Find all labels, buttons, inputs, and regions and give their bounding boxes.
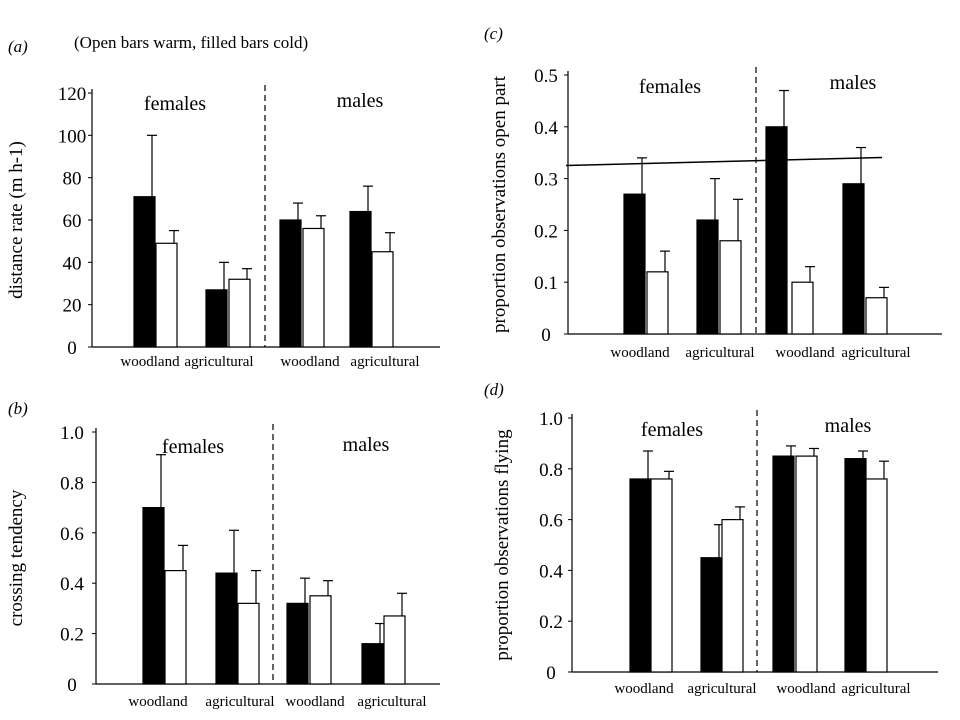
bar-filled bbox=[361, 643, 384, 685]
category-label: agricultural bbox=[350, 354, 419, 370]
chart-panel-c: (c) proportion observations open part 0 0.1… bbox=[484, 24, 942, 361]
reference-line bbox=[565, 156, 883, 167]
chart-panel-d: (d) proportion observations flying 0 0.2 0.4… bbox=[484, 380, 938, 697]
bar-filled bbox=[844, 458, 867, 673]
bar-filled bbox=[286, 602, 309, 685]
y-axis-label: proportion observations open part bbox=[489, 75, 510, 333]
bar-filled bbox=[142, 507, 165, 685]
bar-open bbox=[237, 602, 260, 685]
bar-filled bbox=[772, 455, 795, 673]
bar-open bbox=[719, 240, 742, 335]
bar-open bbox=[309, 595, 332, 685]
bar-open bbox=[383, 615, 406, 685]
y-tick-label: 0 bbox=[67, 338, 77, 359]
category-label: woodland bbox=[285, 694, 345, 710]
y-tick-label: 0.8 bbox=[539, 460, 563, 481]
group-label: males bbox=[825, 415, 872, 437]
y-tick-label: 40 bbox=[63, 253, 82, 274]
y-tick-label: 0 bbox=[67, 675, 77, 696]
y-tick-label: 0.5 bbox=[534, 66, 558, 87]
y-tick-label: 0.2 bbox=[539, 612, 563, 633]
y-tick-label: 80 bbox=[63, 169, 82, 190]
y-tick-label: 20 bbox=[63, 296, 82, 317]
panel-label: (a) bbox=[8, 37, 28, 56]
chart-panel-b: (b) crossing tendency 0 0.2 0.4 0.6 0.8 1.0 fema… bbox=[6, 399, 440, 710]
y-tick-label: 0 bbox=[546, 663, 556, 684]
bar-open bbox=[795, 455, 818, 673]
bar-open bbox=[155, 242, 178, 348]
category-label: agricultural bbox=[357, 694, 426, 710]
bar-open bbox=[791, 281, 814, 335]
chart-panel-a: (a) distance rate (m h-1) 0 20 40 60 80 100 120 f… bbox=[6, 37, 440, 370]
y-tick-label: 1.0 bbox=[539, 409, 563, 430]
category-label: agricultural bbox=[841, 681, 910, 697]
y-tick-label: 0.6 bbox=[60, 524, 84, 545]
bar-filled bbox=[623, 193, 646, 335]
y-tick-label: 0.3 bbox=[534, 170, 558, 191]
y-axis-label: distance rate (m h-1) bbox=[6, 141, 27, 299]
category-label: agricultural bbox=[687, 681, 756, 697]
category-label: agricultural bbox=[685, 345, 754, 361]
category-label: agricultural bbox=[205, 694, 274, 710]
category-label: woodland bbox=[776, 681, 836, 697]
category-label: agricultural bbox=[841, 345, 910, 361]
group-label: males bbox=[337, 90, 384, 112]
bar-filled bbox=[765, 126, 788, 335]
y-tick-label: 120 bbox=[58, 84, 87, 105]
bar-open bbox=[302, 227, 325, 348]
bar-filled bbox=[205, 289, 228, 348]
category-label: woodland bbox=[120, 354, 180, 370]
figure-caption: (Open bars warm, filled bars cold) bbox=[74, 33, 309, 52]
category-label: woodland bbox=[775, 345, 835, 361]
group-label: females bbox=[641, 419, 703, 441]
bar-open bbox=[164, 569, 187, 685]
panel-label: (d) bbox=[484, 380, 504, 399]
y-tick-label: 0.2 bbox=[60, 625, 84, 646]
bar-filled bbox=[629, 478, 652, 673]
bar-filled bbox=[215, 572, 238, 685]
category-label: woodland bbox=[614, 681, 674, 697]
bar-filled bbox=[700, 557, 723, 673]
y-tick-label: 0.4 bbox=[539, 561, 563, 582]
panel-label: (c) bbox=[484, 24, 503, 43]
category-label: woodland bbox=[128, 694, 188, 710]
bar-open bbox=[371, 251, 394, 348]
y-tick-label: 100 bbox=[58, 126, 87, 147]
category-label: woodland bbox=[280, 354, 340, 370]
panel-label: (b) bbox=[8, 399, 28, 418]
y-tick-label: 0.8 bbox=[60, 473, 84, 494]
bar-filled bbox=[696, 219, 719, 335]
bar-open bbox=[646, 271, 669, 335]
y-axis-label: crossing tendency bbox=[6, 489, 27, 626]
category-label: woodland bbox=[610, 345, 670, 361]
bar-filled bbox=[349, 210, 372, 348]
y-tick-label: 0.6 bbox=[539, 511, 563, 532]
y-tick-label: 0.4 bbox=[60, 574, 84, 595]
bar-open bbox=[228, 278, 251, 348]
y-tick-label: 1.0 bbox=[60, 423, 84, 444]
y-tick-label: 0.2 bbox=[534, 221, 558, 242]
group-label: females bbox=[162, 436, 224, 458]
category-label: agricultural bbox=[184, 354, 253, 370]
bar-filled bbox=[842, 183, 865, 335]
y-axis-label: proportion observations flying bbox=[492, 429, 513, 661]
y-tick-label: 0 bbox=[541, 325, 551, 346]
bar-open bbox=[721, 518, 744, 673]
bar-filled bbox=[133, 196, 156, 348]
bar-filled bbox=[279, 219, 302, 348]
bar-open bbox=[865, 478, 888, 673]
group-label: males bbox=[343, 434, 390, 456]
y-tick-label: 0.1 bbox=[534, 273, 558, 294]
y-tick-label: 60 bbox=[63, 211, 82, 232]
bar-open bbox=[865, 297, 888, 335]
group-label: females bbox=[144, 93, 206, 115]
group-label: females bbox=[639, 76, 701, 98]
y-tick-label: 0.4 bbox=[534, 118, 558, 139]
group-label: males bbox=[830, 72, 877, 94]
bar-open bbox=[650, 478, 673, 673]
